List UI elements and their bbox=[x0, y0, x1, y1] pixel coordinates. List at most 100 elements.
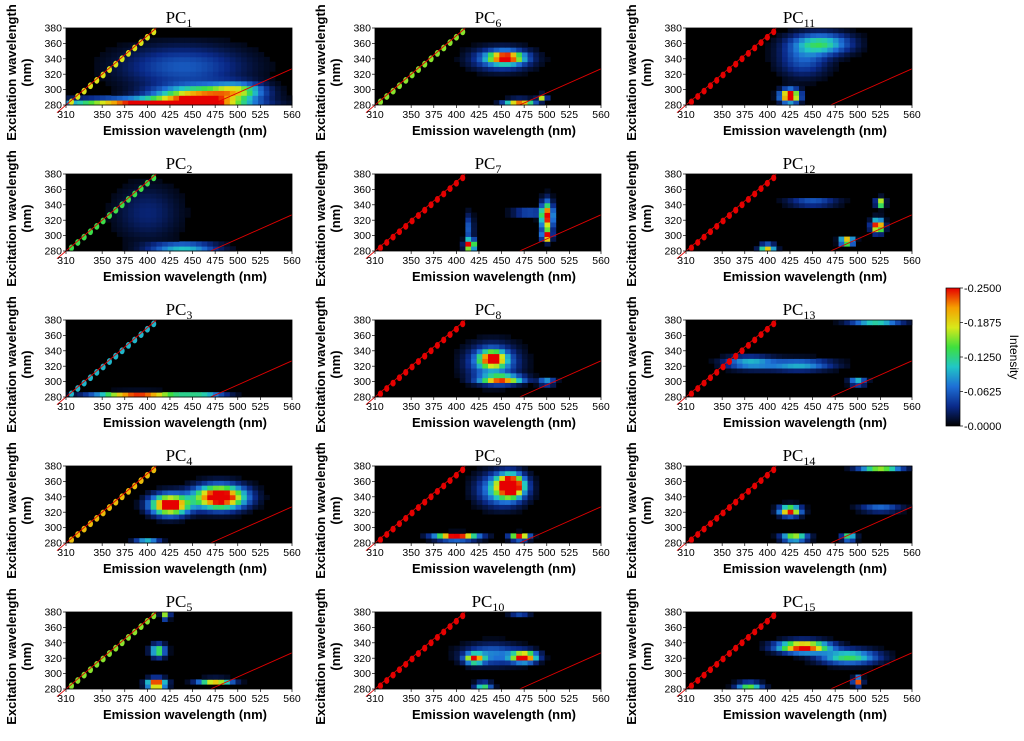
heat-cell bbox=[150, 76, 157, 82]
heat-cell bbox=[510, 645, 517, 651]
heat-cell bbox=[861, 466, 868, 472]
heat-cell bbox=[488, 47, 495, 53]
heat-cell bbox=[815, 61, 822, 67]
heat-cell bbox=[111, 85, 118, 91]
heat-cell bbox=[533, 47, 540, 53]
heat-cell bbox=[521, 645, 528, 651]
scatter-spot bbox=[771, 174, 777, 182]
heat-cell bbox=[725, 368, 732, 374]
heat-cell bbox=[173, 207, 180, 213]
panel-title: PC14 bbox=[783, 446, 816, 468]
heat-cell bbox=[550, 222, 557, 228]
heat-cell bbox=[184, 504, 191, 510]
heat-cell bbox=[94, 71, 101, 77]
heat-cell bbox=[476, 363, 483, 369]
heat-cell bbox=[105, 47, 112, 53]
heat-cell bbox=[241, 56, 248, 63]
heat-cell bbox=[459, 61, 466, 67]
heat-cell bbox=[139, 100, 146, 106]
heat-cell bbox=[476, 684, 483, 690]
heat-cell bbox=[133, 241, 140, 247]
heat-cell bbox=[235, 485, 242, 491]
heat-cell bbox=[252, 76, 259, 82]
heat-cell bbox=[493, 470, 500, 477]
heat-cell bbox=[150, 231, 157, 237]
heat-cell bbox=[838, 538, 845, 544]
heat-cell bbox=[162, 188, 169, 194]
heat-cell bbox=[906, 320, 913, 326]
heat-cell bbox=[510, 533, 517, 539]
heat-cell bbox=[173, 226, 180, 233]
heat-cell bbox=[849, 650, 856, 656]
scatter-spot bbox=[125, 634, 131, 641]
heat-cell bbox=[145, 66, 152, 72]
heat-cell bbox=[471, 363, 478, 369]
heat-cell bbox=[538, 198, 545, 204]
heat-cell bbox=[488, 499, 495, 505]
y-tick-label: 380 bbox=[664, 169, 682, 181]
heat-cell bbox=[815, 198, 822, 204]
heat-cell bbox=[510, 480, 517, 486]
heat-cell bbox=[162, 217, 169, 223]
heat-cell bbox=[493, 377, 500, 383]
heat-cell bbox=[504, 339, 511, 345]
heat-cell bbox=[804, 358, 811, 364]
x-tick-label: 500 bbox=[849, 109, 867, 121]
heat-cell bbox=[488, 348, 495, 355]
heat-cell bbox=[499, 650, 506, 656]
scatter-spot bbox=[434, 342, 440, 349]
heat-cell bbox=[776, 246, 783, 252]
heat-cell bbox=[504, 372, 511, 379]
heat-cell bbox=[787, 202, 794, 209]
heat-cell bbox=[207, 47, 214, 53]
heat-cell bbox=[731, 679, 738, 685]
heat-cell bbox=[516, 660, 523, 666]
heat-cell bbox=[229, 90, 236, 96]
scatter-spot bbox=[764, 179, 770, 187]
heat-cell bbox=[776, 353, 783, 359]
heat-cell bbox=[527, 368, 534, 374]
heat-cell bbox=[725, 684, 732, 690]
heat-cell bbox=[122, 76, 129, 82]
scatter-spot bbox=[68, 390, 75, 398]
heat-cell bbox=[241, 509, 248, 515]
second-order-line bbox=[210, 506, 293, 544]
heat-cell bbox=[162, 514, 169, 520]
heat-cell bbox=[195, 679, 202, 685]
colorbar-tick-label: -0.1875 bbox=[964, 318, 1001, 330]
x-tick-label: 475 bbox=[206, 401, 224, 413]
heat-cell bbox=[235, 494, 242, 501]
heat-cell bbox=[510, 660, 517, 666]
heat-cell bbox=[849, 533, 856, 539]
heat-cell bbox=[527, 353, 534, 359]
heat-cell bbox=[133, 80, 140, 87]
heat-cell bbox=[184, 480, 191, 486]
heat-cell bbox=[527, 66, 534, 72]
heat-cell bbox=[128, 61, 135, 67]
heat-cell bbox=[504, 71, 511, 77]
heat-cell bbox=[516, 650, 523, 656]
y-tick-label: 340 bbox=[44, 491, 62, 503]
scatter-spot bbox=[87, 228, 94, 236]
heat-cell bbox=[133, 178, 140, 185]
heat-cell bbox=[770, 241, 777, 247]
heat-cell bbox=[832, 202, 839, 209]
heat-cell bbox=[128, 90, 135, 96]
heat-cell bbox=[516, 538, 523, 544]
heat-cell bbox=[516, 353, 523, 359]
heat-cell bbox=[482, 368, 489, 374]
heat-cell bbox=[482, 480, 489, 486]
heat-cell bbox=[799, 640, 806, 647]
heat-cell bbox=[883, 655, 890, 661]
heat-cell bbox=[793, 655, 800, 661]
heat-cell bbox=[263, 100, 270, 106]
y-axis-label: Excitation wavelength bbox=[624, 296, 639, 433]
heat-cell bbox=[844, 377, 851, 383]
heat-cell bbox=[448, 650, 455, 656]
heat-cell bbox=[521, 664, 528, 671]
heat-cell bbox=[195, 37, 202, 43]
x-axis-label: Emission wavelength (nm) bbox=[103, 707, 267, 722]
scatter-spot bbox=[390, 233, 396, 241]
